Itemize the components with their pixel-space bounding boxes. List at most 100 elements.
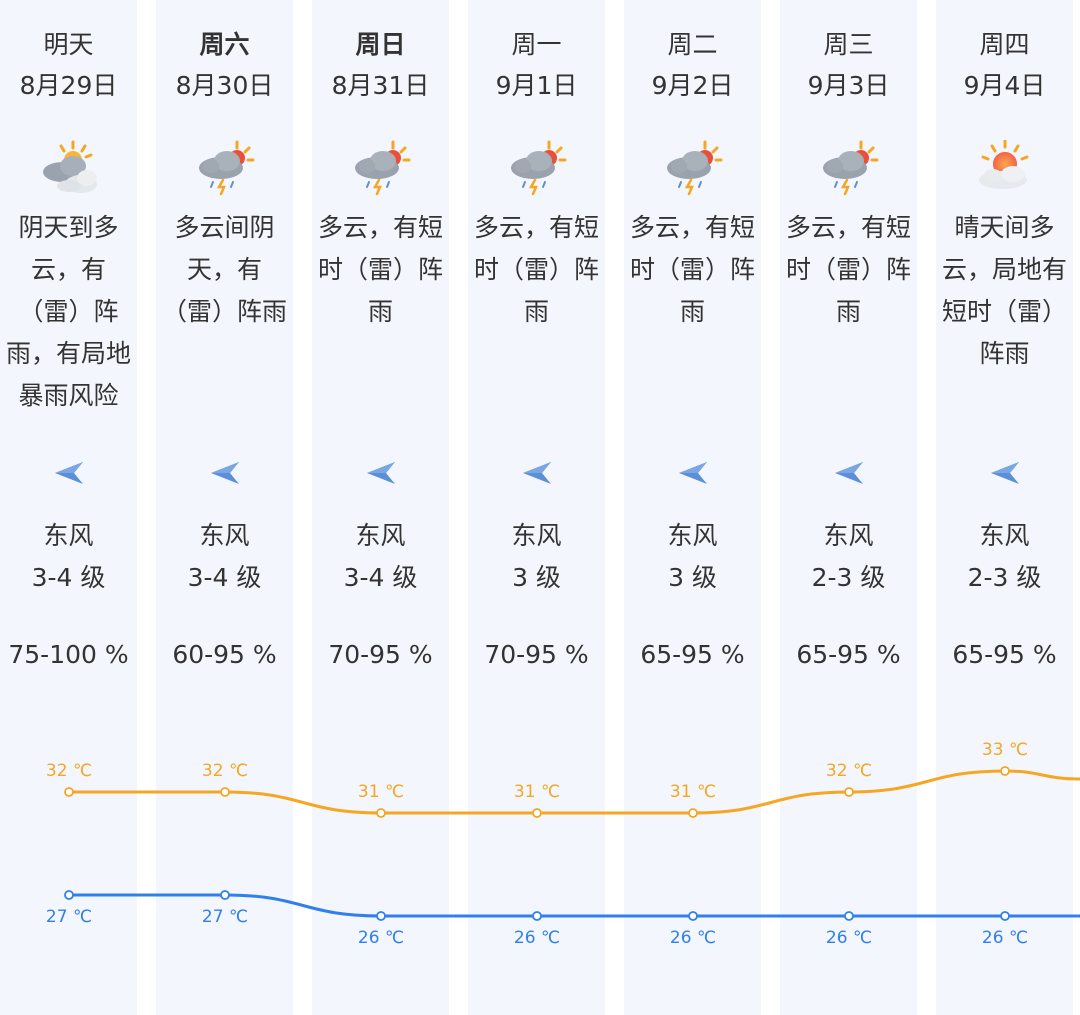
day-label: 周日 [355,30,406,59]
high-temp-point [220,787,230,797]
day-column: 周二 9月2日 多云，有短时（雷）阵雨 [624,0,761,1015]
humidity: 70-95 % [484,640,589,669]
thunder-shower-icon [661,140,725,196]
wind-info: 东风 2-3 级 [780,515,917,599]
wind-direction: 东风 [667,521,718,550]
weather-description: 晴天间多云，局地有短时（雷）阵雨 [941,213,1067,368]
high-temp-point [844,787,854,797]
wind-level: 2-3 级 [967,563,1042,592]
humidity: 65-95 % [796,640,901,669]
wind-arrow-left-icon [989,459,1021,487]
high-temp-label: 32 ℃ [202,761,248,781]
wind-info: 东风 3-4 级 [156,515,293,599]
low-temp-point [1000,911,1010,921]
wind-direction: 东风 [979,521,1030,550]
high-temp-label: 32 ℃ [826,761,872,781]
date-label: 9月2日 [651,71,734,100]
thunder-shower-icon [349,140,413,196]
high-temp-line [68,769,1080,815]
wind-info: 东风 3-4 级 [312,515,449,599]
high-temp-label: 31 ℃ [670,782,716,802]
weather-description: 多云间阴天，有（雷）阵雨 [161,213,287,326]
weather-description: 多云，有短时（雷）阵雨 [629,213,755,326]
day-label: 周四 [979,30,1030,59]
day-column: 周日 8月31日 多云，有短时（雷）阵雨 [312,0,449,1015]
day-column: 周一 9月1日 多云，有短时（雷）阵雨 [468,0,605,1015]
low-temp-label: 26 ℃ [514,928,560,948]
wind-level: 3-4 级 [187,563,262,592]
low-temp-line [69,893,1080,918]
high-temp-point [1000,766,1010,776]
humidity: 60-95 % [172,640,277,669]
wind-arrow-left-icon [209,459,241,487]
low-temp-point [844,911,854,921]
weather-description: 多云，有短时（雷）阵雨 [785,213,911,326]
wind-level: 3-4 级 [343,563,418,592]
thunder-shower-icon [505,140,569,196]
day-label: 周六 [199,30,250,59]
wind-direction: 东风 [355,521,406,550]
wind-direction: 东风 [43,521,94,550]
thunder-shower-icon [193,140,257,196]
high-temp-point [376,808,386,818]
high-temp-label: 32 ℃ [46,761,92,781]
day-label: 周三 [823,30,874,59]
low-temp-label: 26 ℃ [826,928,872,948]
low-temp-label: 26 ℃ [982,928,1028,948]
weather-description: 多云，有短时（雷）阵雨 [317,213,443,326]
wind-level: 3 级 [668,563,717,592]
low-temp-point [376,911,386,921]
low-temp-label: 27 ℃ [46,907,92,927]
wind-arrow-left-icon [53,459,85,487]
wind-arrow-left-icon [521,459,553,487]
sunny-cloud-icon [973,139,1037,196]
cloudy-sun-icon [37,140,101,196]
high-temp-label: 31 ℃ [358,782,404,802]
low-temp-label: 26 ℃ [358,928,404,948]
high-temp-point [688,808,698,818]
day-column: 明天 8月29日 阴天到多云，有（雷）阵雨，有局地暴雨风险 [0,0,137,1015]
wind-arrow-left-icon [833,459,865,487]
date-label: 8月31日 [331,71,430,100]
humidity: 70-95 % [328,640,433,669]
wind-arrow-left-icon [365,459,397,487]
day-label: 周二 [667,30,718,59]
low-temp-label: 26 ℃ [670,928,716,948]
wind-info: 东风 3-4 级 [0,515,137,599]
wind-level: 2-3 级 [811,563,886,592]
humidity: 65-95 % [952,640,1057,669]
humidity: 75-100 % [8,640,129,669]
wind-direction: 东风 [199,521,250,550]
day-label: 周一 [511,30,562,59]
weather-description: 多云，有短时（雷）阵雨 [473,213,599,326]
date-label: 9月1日 [495,71,578,100]
low-temp-label: 27 ℃ [202,907,248,927]
date-label: 8月29日 [19,71,118,100]
day-label: 明天 [43,30,94,59]
day-column: 周四 9月4日 晴天间多云，局地有短时（雷）阵雨 [936,0,1073,1015]
wind-level: 3-4 级 [31,563,106,592]
high-temp-label: 33 ℃ [982,740,1028,760]
wind-direction: 东风 [511,521,562,550]
day-column: 周三 9月3日 多云，有短时（雷）阵雨 [780,0,917,1015]
thunder-shower-icon [817,140,881,196]
high-temp-point [532,808,542,818]
date-label: 9月4日 [963,71,1046,100]
wind-info: 东风 3 级 [468,515,605,599]
low-temp-point [688,911,698,921]
weather-description: 阴天到多云，有（雷）阵雨，有局地暴雨风险 [5,213,131,410]
date-label: 8月30日 [175,71,274,100]
day-column: 周六 8月30日 多云间阴天，有（雷）阵雨 [156,0,293,1015]
low-temp-point [532,911,542,921]
wind-level: 3 级 [512,563,561,592]
high-temp-label: 31 ℃ [514,782,560,802]
wind-arrow-left-icon [677,459,709,487]
low-temp-point [220,890,230,900]
low-temp-point [64,890,74,900]
wind-info: 东风 3 级 [624,515,761,599]
high-temp-point [64,787,74,797]
wind-direction: 东风 [823,521,874,550]
date-label: 9月3日 [807,71,890,100]
wind-info: 东风 2-3 级 [936,515,1073,599]
